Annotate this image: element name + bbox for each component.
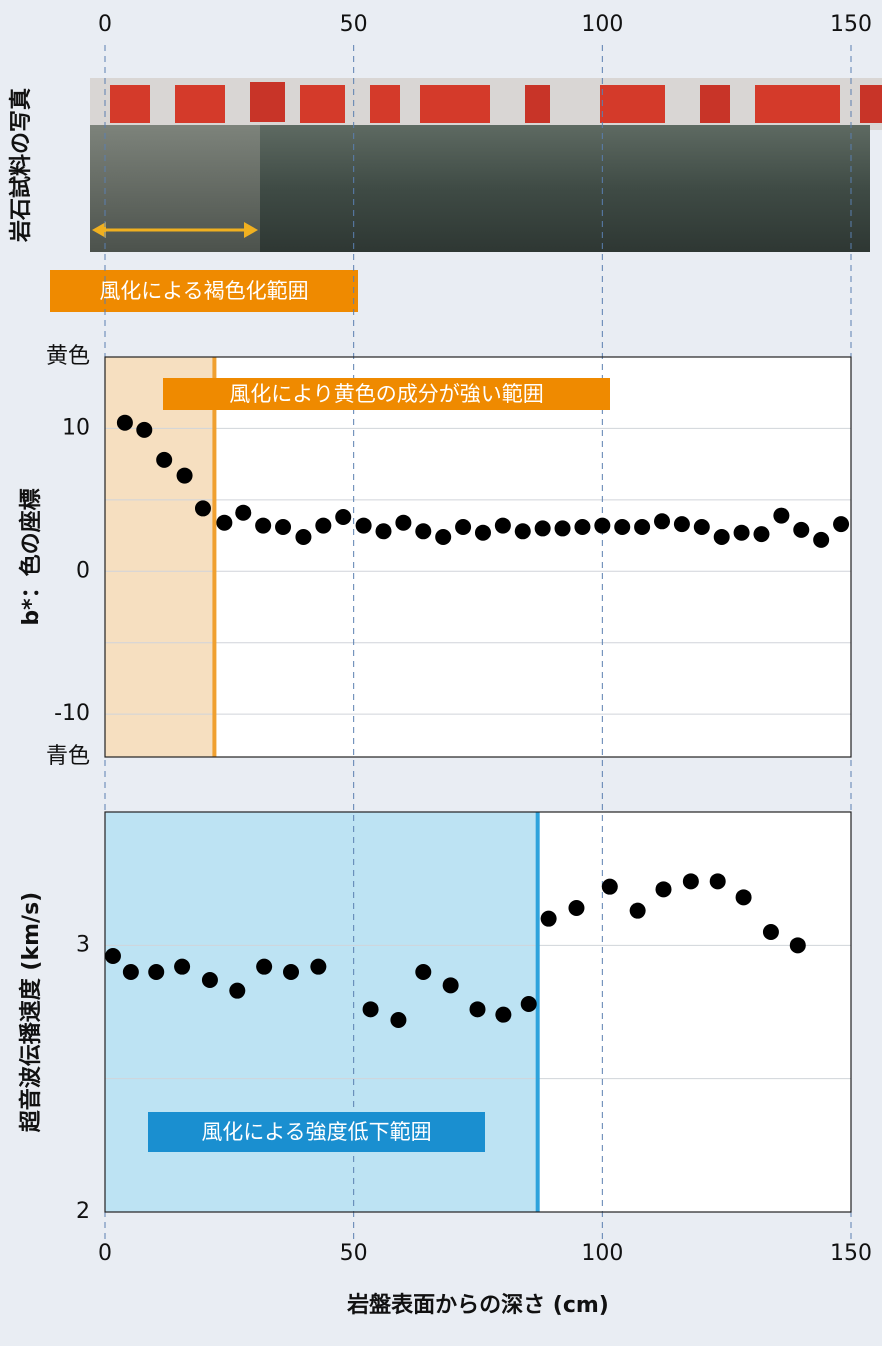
annotation: 風化による褐色化範囲 (99, 279, 308, 303)
data-point (682, 873, 699, 890)
data-point (283, 964, 300, 980)
data-point (735, 889, 752, 906)
annotation-box (50, 270, 358, 312)
data-point (295, 529, 312, 545)
data-point (375, 523, 392, 540)
data-point (514, 523, 531, 540)
y-tick-label: 2 (76, 1199, 90, 1224)
data-point (310, 958, 327, 975)
data-point (355, 517, 372, 534)
data-point (634, 519, 651, 535)
plot-frame (104, 356, 852, 758)
annotation-box (163, 378, 610, 410)
data-point (255, 517, 272, 534)
data-point (136, 421, 153, 438)
data-point (390, 1012, 407, 1028)
data-point (568, 900, 585, 916)
x-tick-label: 100 (581, 1241, 623, 1266)
data-point (216, 514, 233, 531)
data-point (833, 516, 850, 533)
data-point (554, 520, 571, 537)
annotation: 風化により黄色の成分が強い範囲 (229, 382, 544, 406)
y-tick-label: 0 (76, 558, 90, 583)
data-point (601, 878, 618, 895)
data-point (793, 521, 810, 538)
x-tick-label: 0 (98, 1241, 112, 1266)
data-point (395, 514, 412, 531)
data-point (256, 958, 273, 975)
y-tick-label: 青色 (46, 744, 90, 769)
data-point (415, 523, 432, 540)
data-point (654, 513, 671, 530)
data-point (335, 509, 352, 525)
y-axis-label: b*：色の座標 (18, 488, 44, 625)
data-point (122, 964, 139, 980)
data-point (773, 507, 790, 524)
data-point (469, 1001, 486, 1018)
data-point (655, 881, 672, 898)
data-point (540, 910, 557, 927)
x-tick-label: 150 (830, 1241, 872, 1266)
data-point (176, 467, 193, 484)
data-point (709, 873, 726, 890)
x-tick-label: 50 (340, 12, 368, 37)
data-point (733, 524, 750, 541)
data-point (362, 1001, 379, 1018)
data-point (494, 517, 511, 534)
data-point (614, 519, 631, 535)
data-point (495, 1006, 512, 1023)
y-axis-label: 岩石試料の写真 (8, 88, 34, 243)
x-tick-label: 50 (340, 1241, 368, 1266)
annotation: 風化による強度低下範囲 (201, 1120, 431, 1144)
x-tick-label: 100 (581, 12, 623, 37)
data-point (235, 504, 252, 521)
data-point (455, 519, 472, 535)
rock-photo (90, 78, 882, 252)
data-point (174, 958, 191, 975)
data-point (275, 519, 292, 535)
y-tick-label: -10 (54, 701, 90, 726)
data-point (104, 948, 121, 964)
y-tick-label: 黄色 (46, 344, 90, 369)
plot-area (105, 357, 851, 757)
data-point (116, 414, 133, 431)
data-point (148, 964, 165, 980)
data-point (762, 924, 779, 940)
y-tick-label: 10 (62, 415, 90, 440)
data-point (534, 520, 551, 537)
annotation-box (148, 1112, 485, 1152)
x-tick-label: 150 (830, 12, 872, 37)
data-point (315, 517, 332, 534)
data-point (753, 526, 770, 543)
x-tick-label: 0 (98, 12, 112, 37)
y-axis-label: 超音波伝播速度 (km/s) (18, 892, 44, 1132)
x-axis-label: 岩盤表面からの深さ (cm) (346, 1292, 609, 1318)
data-point (201, 972, 218, 988)
data-point (813, 531, 830, 548)
y-tick-label: 3 (76, 932, 90, 957)
data-point (594, 517, 611, 534)
data-point (673, 516, 690, 533)
data-point (574, 519, 591, 535)
data-point (474, 524, 491, 541)
data-point (629, 902, 646, 919)
data-point (229, 982, 246, 999)
data-point (156, 451, 173, 468)
data-point (789, 937, 806, 954)
plot-frame (104, 811, 852, 1213)
data-point (442, 977, 459, 994)
data-point (435, 529, 452, 545)
data-point (520, 996, 537, 1012)
data-point (713, 529, 730, 545)
data-point (194, 500, 211, 517)
data-point (693, 519, 710, 535)
data-point (415, 964, 432, 980)
